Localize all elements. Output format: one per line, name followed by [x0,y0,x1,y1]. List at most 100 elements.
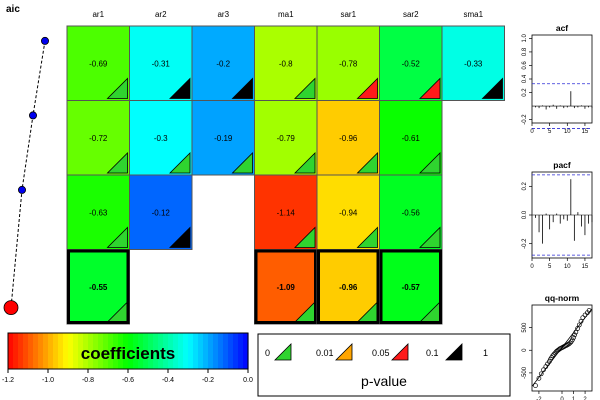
coefficient-value: -0.19 [214,134,233,143]
colorbar-tick-label: -1.2 [2,377,14,384]
y-tick-label: 0.0 [522,210,528,219]
pvalue-swatch [274,343,292,361]
pvalue-triangle [169,77,191,99]
colorbar-tick-label: -0.4 [162,377,174,384]
y-tick-label: 500 [522,322,528,333]
colorbar-swatch [138,333,144,369]
qq-point [567,340,573,346]
pvalue-triangle [419,226,441,248]
colorbar-swatch [218,333,224,369]
qq-point [533,383,538,388]
colorbar-swatch [228,333,234,369]
qq-reference-line [531,308,593,387]
panel-title: acf [556,23,568,33]
column-label-ar3: ar3 [217,10,229,19]
pvalue-triangle [169,152,191,174]
colorbar-swatch [193,333,199,369]
aic-point [17,185,26,194]
colorbar-swatch [8,333,14,369]
colorbar-swatch [153,333,159,369]
coefficient-value: -0.56 [402,208,421,217]
pvalue-triangle [481,77,503,99]
coefficient-value: -0.31 [152,59,171,68]
qq-point [571,335,576,340]
coefficient-value: -0.52 [402,59,421,68]
pvalue-swatch [391,343,409,361]
colorbar-swatch [158,333,164,369]
colorbar-swatch [68,333,74,369]
panel-title: pacf [553,160,571,170]
pvalue-legend-title: p-value [361,373,407,389]
colorbar-swatch [168,333,174,369]
qq-point [575,326,580,331]
x-tick-label: 2 [583,397,587,400]
column-label-sar2: sar2 [403,10,419,19]
pvalue-triangle [294,152,316,174]
coefficient-value: -0.96 [339,134,358,143]
qq-point [570,337,575,343]
acf-panel: acf -0.2 0.2 0.4 0.6 0.8 1.0 0 5 10 15 [522,23,593,135]
colorbar-swatch [43,333,49,369]
aic-path [10,40,46,308]
y-tick-label: -500 [522,366,528,379]
colorbar-swatch [243,333,249,369]
panel-title: qq-norm [545,293,580,303]
qq-point [541,367,546,373]
pvalue-triangle [169,226,191,248]
qq-point [551,351,557,357]
column-label-sma1: sma1 [463,10,483,19]
coefficient-value: -0.8 [279,59,293,68]
aic-point [28,111,37,120]
selected-model-frame [254,249,317,324]
colorbar-swatch [38,333,44,369]
colorbar-swatch [83,333,89,369]
qq-point [538,371,544,377]
qq-point [586,308,592,313]
colorbar-tick-label: 0.0 [243,377,253,384]
colorbar-swatch [13,333,19,369]
qq-point [536,375,542,381]
column-label-ar1: ar1 [92,10,104,19]
coefficient-value: -0.57 [402,283,421,292]
x-tick-label: 5 [548,129,552,135]
x-tick-label: 10 [564,129,571,135]
aic-plot [3,36,50,316]
colorbar-swatch [183,333,189,369]
colorbar-swatch [238,333,244,369]
colorbar-swatch [163,333,169,369]
aic-point [3,300,19,316]
coefficient-value: -0.2 [216,59,230,68]
colorbar-swatch [143,333,149,369]
pvalue-triangle [356,77,378,99]
colorbar-swatch [223,333,229,369]
colorbar-tick-label: -1.0 [42,377,54,384]
colorbar-tick-label: -0.2 [202,377,214,384]
y-tick-label: -0.2 [522,238,528,249]
colorbar-swatch [28,333,34,369]
colorbar-swatch [53,333,59,369]
coefficient-value: -0.55 [89,283,108,292]
x-tick-label: 15 [582,264,589,270]
coefficient-heatmap: ar1 ar2 ar3 ma1 sar1 sar2 sma1 -0.69 -0.31 -0.2 -0… [66,10,505,325]
qq-point [578,318,584,324]
qq-point [573,329,579,335]
colorbar-swatch [208,333,214,369]
pvalue-legend: 0 0.01 0.05 0.1 1 p-value [257,333,511,397]
pvalue-swatch [445,343,463,361]
colorbar-swatch [103,333,109,369]
coefficient-value: -0.96 [339,283,358,292]
colorbar-swatch [78,333,84,369]
coefficient-value: -0.33 [464,59,483,68]
coefficient-value: -0.69 [89,59,108,68]
y-tick-label: 0.4 [522,74,528,83]
coefficient-value: -0.61 [402,134,421,143]
column-label-ar2: ar2 [155,10,167,19]
selected-model-frame [317,249,380,324]
qq-point [576,322,582,328]
colorbar-swatch [18,333,24,369]
pvalue-triangle [106,226,128,248]
colorbar-swatch [118,333,124,369]
pvalue-break-label: 0.1 [426,348,439,358]
colorbar-swatch [198,333,204,369]
